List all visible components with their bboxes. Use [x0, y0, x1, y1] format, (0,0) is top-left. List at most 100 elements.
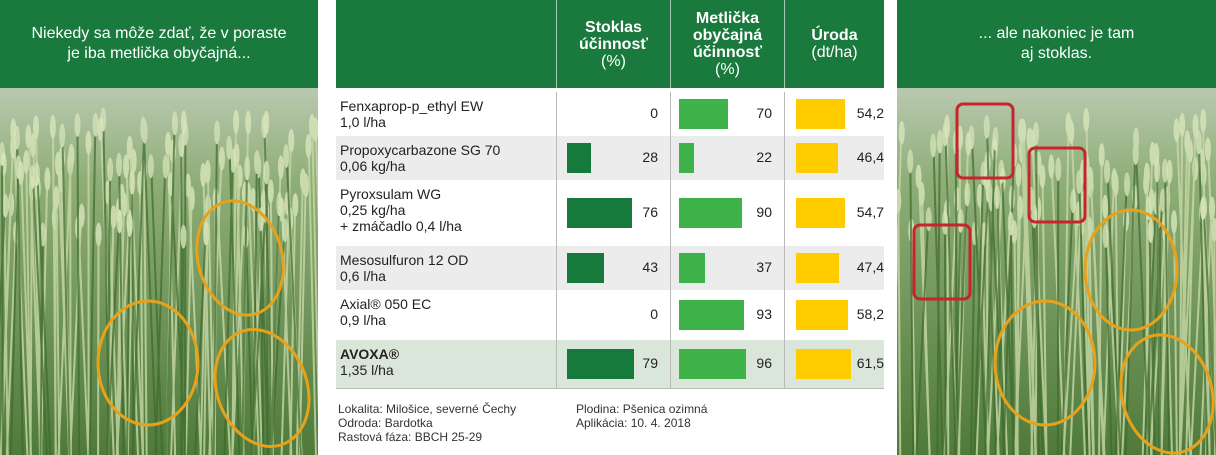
red-box-marker [1027, 146, 1087, 224]
wheat-ear [171, 111, 178, 136]
stoklas-bar [567, 198, 632, 228]
wheat-stalk [1009, 213, 1015, 455]
wheat-ear [1015, 163, 1022, 188]
wheat-ear [141, 119, 148, 144]
wheat-stalk [1156, 160, 1161, 455]
wheat-stalk [31, 167, 48, 455]
wheat-ear [994, 185, 1001, 210]
header-stoklas-label: Stoklas účinnosť [579, 18, 648, 53]
stoklas-value: 43 [642, 259, 658, 275]
red-box-marker [912, 223, 972, 301]
wheat-ear [1179, 112, 1186, 137]
wheat-stalk [970, 223, 976, 455]
wheat-ear [897, 189, 902, 214]
product-dose: 0,6 l/ha [340, 268, 386, 284]
left-caption: Niekedy sa môže zdať, že v poraste je ib… [31, 25, 287, 62]
right-caption-bar: ... ale nakoniec je tam aj stoklas. [897, 0, 1216, 88]
metlicka-value: 37 [756, 259, 772, 275]
wheat-stalk [986, 169, 1004, 455]
wheat-ear [957, 208, 964, 233]
wheat-stalk [1070, 122, 1086, 455]
wheat-ear [245, 110, 252, 135]
uroda-value: 61,5 [856, 355, 884, 371]
stoklas-value: 28 [642, 149, 658, 165]
table-row: Propoxycarbazone SG 70 0,06 kg/ha 28 22 46,4 [336, 136, 884, 181]
wheat-stalk [1014, 129, 1031, 455]
orange-circle-marker [213, 328, 311, 448]
wheat-ear [1200, 196, 1207, 221]
wheat-stalk [57, 145, 73, 455]
wheat-ear [129, 170, 136, 195]
wheat-ear [218, 146, 225, 171]
wheat-stalk [5, 223, 18, 455]
product-name: Mesosulfuron 12 OD [340, 252, 469, 268]
header-stoklas: Stoklas účinnosť (%) [557, 0, 670, 88]
column-divider [556, 180, 557, 246]
wheat-stalk [897, 122, 903, 291]
wheat-ear [1087, 166, 1094, 191]
wheat-stalk [36, 178, 41, 455]
wheat-stalk [194, 223, 208, 455]
wheat-stalk [1, 143, 4, 455]
column-divider [784, 246, 785, 290]
product-name: Propoxycarbazone SG 70 [340, 142, 501, 158]
wheat-ear [233, 109, 240, 134]
wheat-stalk [212, 122, 219, 455]
wheat-ear [985, 178, 992, 203]
wheat-stalk [228, 137, 241, 455]
header-metlicka-label: Metlička obyčajná účinnosť [692, 10, 763, 61]
metlicka-bar [679, 300, 744, 330]
column-divider [556, 340, 557, 388]
wheat-stalk [285, 146, 302, 455]
wheat-ear [1166, 159, 1173, 184]
table-row: Fenxaprop-p_ethyl EW 1,0 l/ha 0 70 54,2 [336, 92, 884, 137]
wheat-stalk [131, 121, 146, 455]
wheat-ear [44, 167, 51, 192]
product-cell: Propoxycarbazone SG 70 0,06 kg/ha [340, 142, 500, 174]
wheat-ear [1055, 157, 1062, 182]
wheat-stalk [106, 159, 112, 455]
product-name: Pyroxsulam WG [340, 186, 442, 202]
wheat-ear [1204, 137, 1211, 162]
wheat-stalk [1200, 201, 1211, 455]
wheat-ear [1070, 189, 1077, 214]
wheat-stalk [1030, 131, 1048, 455]
wheat-stalk [35, 163, 52, 455]
wheat-stalk [61, 125, 71, 455]
wheat-stalk [0, 195, 7, 330]
wheat-stalk [247, 184, 260, 455]
wheat-stalk [1124, 129, 1138, 455]
wheat-ear [277, 155, 284, 180]
table-row: Mesosulfuron 12 OD 0,6 l/ha 43 37 47,4 [336, 246, 884, 291]
wheat-ear [308, 113, 315, 138]
table-row: Axial® 050 EC 0,9 l/ha 0 93 58,2 [336, 290, 884, 341]
metlicka-bar [679, 143, 694, 173]
wheat-ear [200, 162, 207, 187]
wheat-ear [1068, 120, 1075, 145]
product-name: AVOXA® [340, 346, 400, 362]
uroda-value: 54,7 [856, 204, 884, 220]
wheat-stalk [154, 156, 167, 455]
wheat-ear [1111, 168, 1118, 193]
column-divider [784, 180, 785, 246]
stoklas-value: 79 [642, 355, 658, 371]
wheat-ear [203, 221, 210, 246]
header-divider [670, 0, 671, 88]
wheat-ear [184, 173, 191, 198]
wheat-stalk [186, 175, 202, 455]
wheat-ear [261, 114, 268, 139]
footer-trial-info: Lokalita: Milošice, severné Čechy Odroda… [338, 402, 517, 444]
wheat-stalk [9, 157, 20, 455]
wheat-ear [33, 162, 40, 187]
wheat-ear [100, 107, 107, 132]
metlicka-value: 96 [756, 355, 772, 371]
wheat-stalk [88, 114, 97, 455]
wheat-stalk [165, 113, 176, 455]
wheat-ear [2, 193, 9, 218]
wheat-stalk [915, 209, 930, 455]
wheat-ear [1048, 154, 1055, 179]
wheat-field-photo-right [897, 88, 1216, 455]
product-cell: Mesosulfuron 12 OD 0,6 l/ha [340, 252, 468, 284]
wheat-ear [244, 156, 251, 181]
wheat-ear [116, 209, 123, 234]
